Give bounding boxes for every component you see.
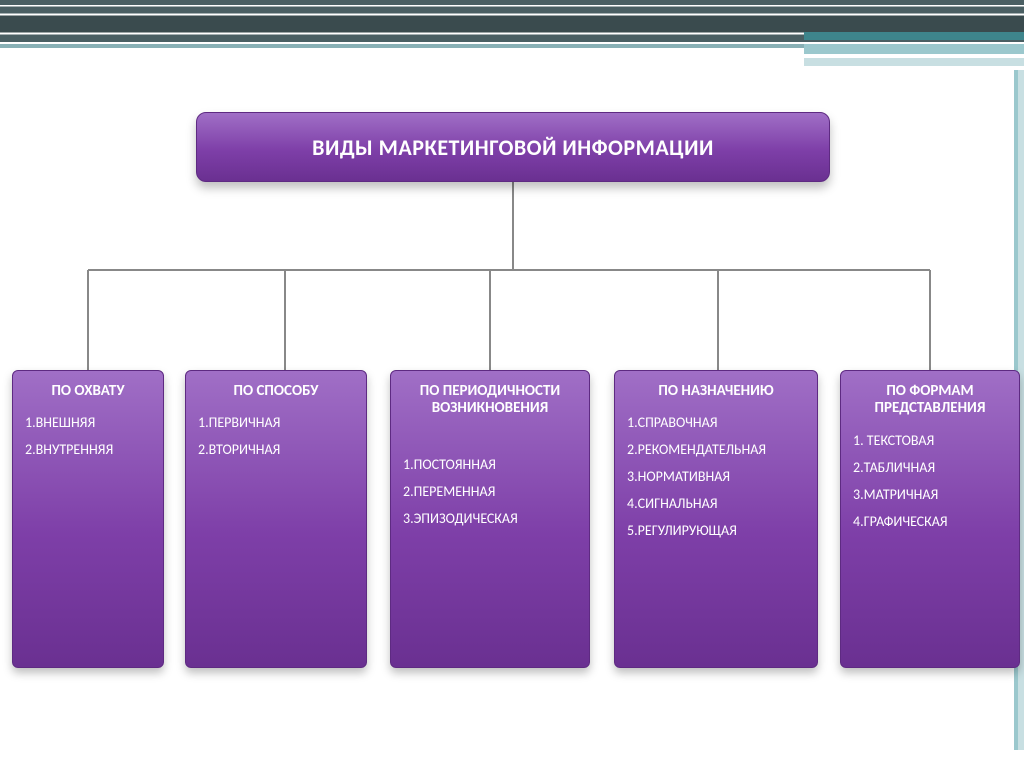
list-item: 5.РЕГУЛИРУЮЩАЯ [627,522,805,539]
child-node-coverage: ПО ОХВАТУ 1.ВНЕШНЯЯ 2.ВНУТРЕННЯЯ [12,370,164,668]
list-item: 4.СИГНАЛЬНАЯ [627,495,805,512]
list-item: 3.МАТРИЧНАЯ [853,486,1007,503]
child-header: ПО ОХВАТУ [21,383,155,400]
list-item: 3.НОРМАТИВНАЯ [627,468,805,485]
list-item: 2.ВНУТРЕННЯЯ [25,441,151,458]
child-items: 1.СПРАВОЧНАЯ 2.РЕКОМЕНДАТЕЛЬНАЯ 3.НОРМАТИВ… [623,414,809,539]
child-node-periodicity: ПО ПЕРИОДИЧНОСТИ ВОЗНИКНОВЕНИЯ 1.ПОСТОЯНН… [390,370,590,668]
list-item: 1. ТЕКСТОВАЯ [853,432,1007,449]
root-node: ВИДЫ МАРКЕТИНГОВОЙ ИНФОРМАЦИИ [196,112,830,182]
child-header: ПО НАЗНАЧЕНИЮ [623,383,809,400]
child-node-purpose: ПО НАЗНАЧЕНИЮ 1.СПРАВОЧНАЯ 2.РЕКОМЕНДАТЕЛЬ… [614,370,818,668]
child-node-form: ПО ФОРМАМ ПРЕДСТАВЛЕНИЯ 1. ТЕКСТОВАЯ 2.ТАБ… [840,370,1020,668]
header-decorative-bar [0,0,1024,48]
root-title: ВИДЫ МАРКЕТИНГОВОЙ ИНФОРМАЦИИ [312,134,714,161]
list-item: 1.ПОСТОЯННАЯ [403,456,577,473]
list-item: 1.ВНЕШНЯЯ [25,414,151,431]
list-item: 2.ТАБЛИЧНАЯ [853,459,1007,476]
list-item: 2.ВТОРИЧНАЯ [198,441,354,458]
list-item: 1.СПРАВОЧНАЯ [627,414,805,431]
list-item: 2.РЕКОМЕНДАТЕЛЬНАЯ [627,441,805,458]
child-items: 1.ПЕРВИЧНАЯ 2.ВТОРИЧНАЯ [194,414,358,458]
child-items: 1.ПОСТОЯННАЯ 2.ПЕРЕМЕННАЯ 3.ЭПИЗОДИЧЕСКАЯ [399,456,581,527]
child-header: ПО ПЕРИОДИЧНОСТИ ВОЗНИКНОВЕНИЯ [399,383,581,418]
child-node-method: ПО СПОСОБУ 1.ПЕРВИЧНАЯ 2.ВТОРИЧНАЯ [185,370,367,668]
list-item: 4.ГРАФИЧЕСКАЯ [853,513,1007,530]
child-items: 1. ТЕКСТОВАЯ 2.ТАБЛИЧНАЯ 3.МАТРИЧНАЯ 4.ГРАФ… [849,432,1011,530]
list-item: 3.ЭПИЗОДИЧЕСКАЯ [403,510,577,527]
child-header: ПО СПОСОБУ [194,383,358,400]
list-item: 2.ПЕРЕМЕННАЯ [403,483,577,500]
child-header: ПО ФОРМАМ ПРЕДСТАВЛЕНИЯ [849,383,1011,418]
list-item: 1.ПЕРВИЧНАЯ [198,414,354,431]
child-items: 1.ВНЕШНЯЯ 2.ВНУТРЕННЯЯ [21,414,155,458]
